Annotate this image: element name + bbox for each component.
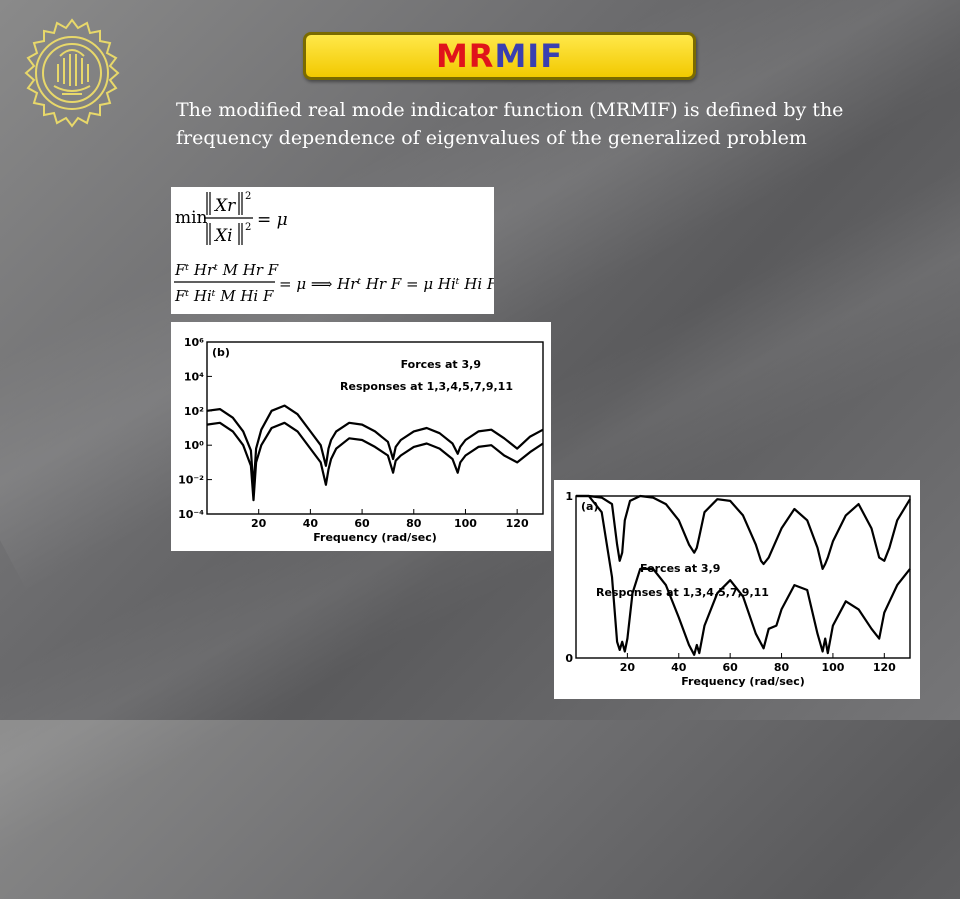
x-axis-label: Frequency (rad/sec): [681, 675, 805, 688]
x-tick-label: 120: [506, 517, 529, 530]
eq-denominator-x: Xi: [213, 226, 233, 246]
annotation-forces: Forces at 3,9: [640, 562, 720, 575]
plot-frame: [575, 495, 911, 659]
chart-a-panel: 20 40 60 80 100 120 Frequency (rad/sec) 1 0 (a) Fo…: [554, 480, 920, 699]
plot-frame: [206, 341, 544, 515]
chart-b: 20 40 60 80 100 120 Frequency (rad/sec) 10⁶ 10⁴ 1…: [178, 336, 544, 544]
y-tick-label: 10⁻⁴: [178, 508, 204, 521]
y-tick-label: 10⁴: [184, 370, 204, 383]
title-part-mr: MR: [435, 37, 495, 75]
annotation-responses: Responses at 1,3,4,5,7,9,11: [340, 380, 513, 393]
chart-b-panel: 20 40 60 80 100 120 Frequency (rad/sec) 10⁶ 10⁴ 1…: [171, 322, 551, 551]
y-tick-label: 10²: [184, 405, 204, 418]
x-tick-label: 40: [671, 661, 687, 674]
x-tick-label: 60: [354, 517, 370, 530]
x-tick-label: 40: [303, 517, 319, 530]
x-tick-label: 80: [406, 517, 422, 530]
x-tick-label: 60: [722, 661, 738, 674]
y-tick-label: 1: [565, 490, 573, 503]
series-line-1: [576, 494, 911, 570]
eq-exponent-bottom: 2: [245, 222, 251, 233]
x-tick-label: 20: [620, 661, 636, 674]
title-part-mif: MIF: [494, 37, 564, 75]
x-tick-label: 100: [821, 661, 844, 674]
series-line-2: [206, 421, 544, 502]
series-line-2: [576, 494, 911, 656]
series-line-1: [206, 404, 544, 490]
university-logo-icon: [24, 18, 120, 128]
equation-image: min Xr 2 Xi 2 = μ Fᵗ Hrᵗ M Hr F Fᵗ Hiᵗ M…: [174, 191, 498, 305]
y-tick-label: 10⁶: [184, 336, 204, 349]
y-tick-label: 10⁰: [184, 439, 204, 452]
x-tick-label: 100: [454, 517, 477, 530]
equation-panel: min Xr 2 Xi 2 = μ Fᵗ Hrᵗ M Hr F Fᵗ Hiᵗ M…: [171, 187, 498, 314]
eq2-rhs: = μ ⟹ Hrᵗ Hr F = μ Hiᵗ Hi F: [279, 275, 494, 293]
y-tick-label: 10⁻²: [178, 474, 204, 487]
panel-label: (b): [212, 346, 230, 359]
eq-exponent-top: 2: [245, 191, 251, 202]
y-tick-label: 0: [565, 652, 573, 665]
eq-mu-rhs: = μ: [257, 210, 288, 230]
intro-paragraph: The modified real mode indicator functio…: [176, 99, 844, 149]
annotation-responses: Responses at 1,3,4,5,7,9,11: [596, 586, 769, 599]
eq2-denominator: Fᵗ Hiᵗ M Hi F: [174, 287, 274, 305]
x-tick-label: 20: [251, 517, 267, 530]
eq-min-label: min: [175, 208, 208, 228]
eq-numerator-x: Xr: [213, 196, 236, 216]
eq2-numerator: Fᵗ Hrᵗ M Hr F: [174, 261, 279, 279]
x-axis-label: Frequency (rad/sec): [313, 531, 437, 544]
x-tick-label: 80: [774, 661, 790, 674]
title-banner: MR MIF: [303, 32, 696, 80]
x-tick-label: 120: [873, 661, 896, 674]
annotation-forces: Forces at 3,9: [401, 358, 481, 371]
